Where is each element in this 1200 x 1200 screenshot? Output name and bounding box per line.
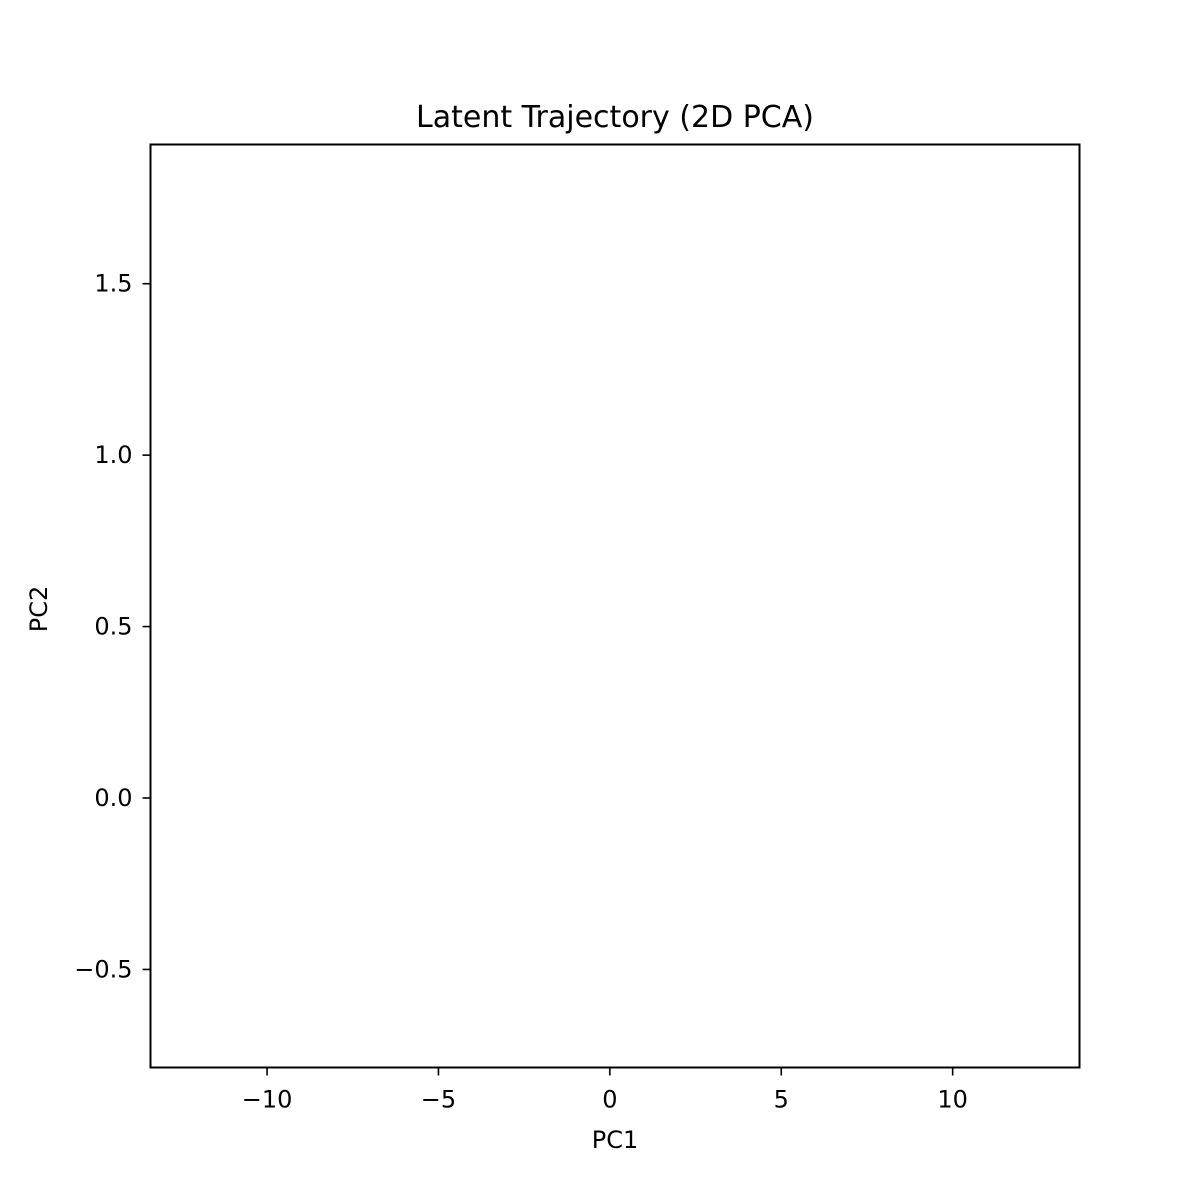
y-tick-label: 1.5 (94, 270, 132, 298)
plot-frame (149, 143, 1081, 1069)
y-axis-ticks: −0.5 0.0 0.5 1.0 1.5 (74, 270, 151, 983)
y-tick-label: 0.0 (94, 784, 132, 812)
y-tick-label: 1.0 (94, 441, 132, 469)
x-tick-label: 0 (602, 1086, 617, 1114)
x-tick-label: −5 (421, 1086, 456, 1114)
y-tick-label: 0.5 (94, 613, 132, 641)
x-tick-label: 5 (774, 1086, 789, 1114)
y-axis-label: PC2 (25, 586, 53, 633)
chart-title: Latent Trajectory (2D PCA) (416, 100, 814, 135)
x-tick-label: −10 (242, 1086, 293, 1114)
x-tick-label: 10 (937, 1086, 968, 1114)
x-axis-ticks: −10 −5 0 5 10 (242, 1067, 968, 1114)
x-axis-label: PC1 (592, 1126, 639, 1154)
plot-area (150, 144, 1080, 1068)
y-tick-label: −0.5 (74, 955, 132, 983)
